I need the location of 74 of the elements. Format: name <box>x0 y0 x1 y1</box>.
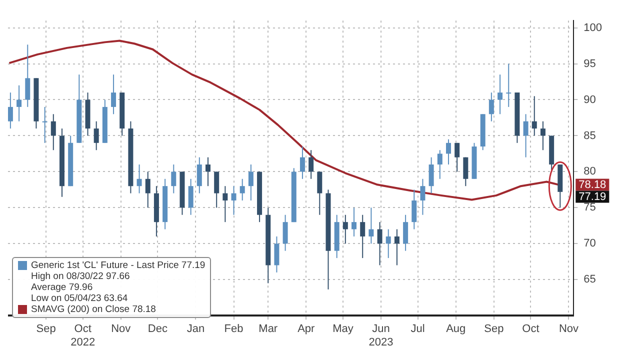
y-tick-label: 100 <box>584 22 602 34</box>
annotation: Average 79.96 <box>30 282 94 293</box>
candlestick <box>368 207 374 244</box>
candlestick <box>188 178 194 216</box>
candlestick <box>412 189 417 230</box>
y-tick-label: 75 <box>584 202 596 214</box>
candlestick <box>94 120 99 151</box>
candlestick <box>274 236 280 273</box>
text: 77.19 <box>578 190 606 203</box>
x-tick-label: Apr <box>298 323 316 336</box>
annotation: 78.18 <box>578 178 606 191</box>
y-tick-label: 95 <box>584 58 596 70</box>
candlestick <box>488 92 494 122</box>
candlestick <box>394 228 400 266</box>
candlestick <box>352 207 357 237</box>
candlestick <box>240 178 245 201</box>
candlestick <box>463 156 468 187</box>
x-tick-label: May <box>332 323 354 336</box>
x-tick-label: Aug <box>446 323 466 336</box>
y-tick-label: 80 <box>584 166 596 178</box>
candlestick <box>145 171 150 208</box>
y-tick-label: 90 <box>584 94 596 106</box>
x-tick-label: Oct 2022 <box>70 323 96 348</box>
annotation: High on 08/30/22 97.66 <box>30 271 131 282</box>
candlestick <box>506 63 512 108</box>
candlestick <box>50 114 56 151</box>
x-tick-label: Jan <box>186 323 205 336</box>
candlestick <box>454 142 460 172</box>
y-tick-label: 85 <box>584 130 596 142</box>
candlestick <box>282 214 288 252</box>
x-tick-label: Dec <box>148 323 168 336</box>
candlestick <box>437 150 442 180</box>
annotation: Low on 05/04/23 63.64 <box>30 293 129 304</box>
y-tick-label: 65 <box>584 274 596 286</box>
candlestick <box>25 44 30 108</box>
x-tick-label: Sep <box>484 323 504 336</box>
candlestick <box>498 74 503 115</box>
candlestick <box>420 178 426 216</box>
x-tick-label: Nov <box>558 323 580 336</box>
candlestick <box>523 114 528 158</box>
candlestick <box>214 171 220 208</box>
candlestick <box>317 171 322 216</box>
legend-label: SMAVG (200) on Close 78.18 <box>31 304 156 315</box>
x-tick-label: Jul <box>410 323 425 336</box>
candlestick <box>171 164 176 194</box>
candlestick <box>446 138 451 166</box>
candlestick <box>8 92 13 130</box>
candlestick <box>196 156 202 194</box>
candlestick <box>377 222 382 266</box>
x-tick-label: Sep <box>36 323 56 336</box>
candlestick <box>403 214 408 252</box>
candlestick <box>540 120 546 151</box>
candlestick <box>308 150 314 180</box>
candlestick <box>111 74 116 115</box>
legend-label: Generic 1st 'CL' Future - Last Price 77.19 <box>31 260 206 271</box>
candlestick <box>386 228 391 259</box>
x-tick-label: Feb <box>224 323 244 336</box>
candlestick <box>136 164 142 194</box>
candlestick <box>248 164 254 201</box>
candlestick <box>42 106 48 144</box>
candlestick <box>16 84 22 122</box>
candlestick <box>222 186 228 223</box>
candlestick <box>206 156 210 187</box>
x-tick-label: Oct <box>522 323 540 336</box>
candlestick <box>360 214 366 259</box>
candlestick <box>231 186 236 216</box>
x-tick-label: Jun 2023 <box>368 323 394 348</box>
candlestick <box>342 214 348 244</box>
candlestick <box>428 156 434 194</box>
y-tick-label: 70 <box>584 238 596 250</box>
x-tick-label: Nov <box>111 323 132 336</box>
x-tick-label: Mar <box>258 323 278 336</box>
candlestick <box>532 96 537 136</box>
candlestick <box>300 146 305 180</box>
